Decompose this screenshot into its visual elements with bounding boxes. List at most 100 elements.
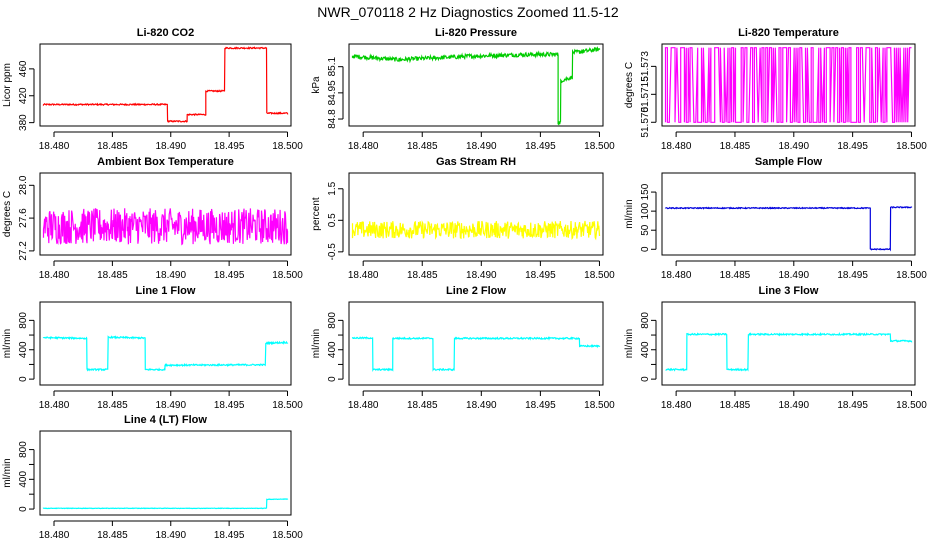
y-tick-label: 0 (18, 376, 29, 382)
panel-title: Line 4 (LT) Flow (124, 414, 207, 426)
panel-p1: Li-820 CO2 18.480 18.485 18.490 18.495 18.500… (2, 27, 303, 152)
y-axis-label: ml/min (2, 329, 13, 358)
y-tick-label: 0.5 (327, 213, 338, 227)
x-tick-label: 18.480 (348, 141, 379, 152)
x-tick-label: 18.490 (778, 400, 809, 411)
y-axis-label: kPa (311, 76, 322, 94)
x-tick-label: 18.480 (348, 270, 379, 281)
series-line (351, 220, 601, 241)
x-tick-label: 18.485 (407, 141, 438, 152)
y-tick-label: 400 (18, 471, 29, 488)
series-line (42, 498, 289, 510)
y-axis-label: ml/min (624, 329, 635, 358)
x-tick-label: 18.490 (778, 270, 809, 281)
x-tick-label: 18.485 (97, 530, 128, 540)
x-tick-label: 18.495 (214, 270, 245, 281)
x-tick-label: 18.490 (155, 400, 186, 411)
panel-p4: Ambient Box Temperature 18.480 18.485 18.49… (2, 156, 303, 281)
panel-p9: Line 3 Flow 18.480 18.485 18.490 18.495 18.50… (624, 285, 927, 411)
x-tick-label: 18.500 (896, 400, 927, 411)
x-tick-label: 18.495 (214, 530, 245, 540)
y-tick-label: 0 (327, 376, 338, 382)
y-tick-label: 84.95 (327, 80, 338, 105)
x-tick-label: 18.500 (584, 270, 615, 281)
x-tick-label: 18.480 (39, 270, 70, 281)
y-tick-label: 400 (327, 341, 338, 358)
x-tick-label: 18.485 (720, 141, 751, 152)
x-tick-label: 18.480 (39, 400, 70, 411)
y-axis-label: degrees C (2, 191, 13, 237)
x-tick-label: 18.495 (525, 141, 556, 152)
panel-p10: Line 4 (LT) Flow 18.480 18.485 18.490 18.495… (2, 414, 303, 540)
y-axis-label: percent (311, 197, 322, 231)
x-tick-label: 18.490 (466, 270, 497, 281)
x-tick-label: 18.485 (97, 400, 128, 411)
x-tick-label: 18.495 (837, 141, 868, 152)
x-tick-label: 18.490 (155, 141, 186, 152)
panel-title: Li-820 CO2 (137, 27, 194, 39)
plot-frame (348, 43, 604, 127)
x-tick-label: 18.480 (348, 400, 379, 411)
x-tick-label: 18.495 (837, 400, 868, 411)
panel-p3: Li-820 Temperature 18.480 18.485 18.490 18.4… (624, 27, 927, 152)
x-tick-label: 18.495 (214, 141, 245, 152)
plot-frame (661, 172, 916, 256)
panel-p7: Line 1 Flow 18.480 18.485 18.490 18.495 18.50… (2, 285, 303, 411)
y-tick-label: 28.0 (18, 175, 29, 195)
x-tick-label: 18.490 (466, 141, 497, 152)
y-axis-label: ml/min (311, 329, 322, 358)
x-tick-label: 18.490 (466, 400, 497, 411)
panel-title: Line 1 Flow (136, 285, 196, 297)
y-tick-label: 84.8 (327, 109, 338, 129)
x-tick-label: 18.495 (214, 400, 245, 411)
y-axis-label: ml/min (624, 199, 635, 228)
panel-title: Sample Flow (755, 156, 823, 168)
x-tick-label: 18.500 (896, 270, 927, 281)
x-tick-label: 18.500 (896, 141, 927, 152)
y-tick-label: 51.5715 (640, 76, 651, 113)
y-tick-label: 0 (640, 246, 651, 252)
panel-p8: Line 2 Flow 18.480 18.485 18.490 18.495 18.50… (311, 285, 615, 411)
y-tick-label: 400 (18, 341, 29, 358)
x-tick-label: 18.500 (584, 141, 615, 152)
series-line (664, 206, 913, 252)
plot-frame (39, 172, 292, 256)
panel-title: Gas Stream RH (436, 156, 516, 168)
x-tick-label: 18.485 (97, 141, 128, 152)
x-tick-label: 18.480 (661, 141, 692, 152)
y-tick-label: 150 (640, 183, 651, 200)
series-line (42, 208, 289, 246)
x-tick-label: 18.500 (272, 400, 303, 411)
x-tick-label: 18.490 (155, 530, 186, 540)
x-tick-label: 18.500 (272, 270, 303, 281)
y-tick-label: 27.2 (18, 241, 29, 261)
y-tick-label: -0.5 (327, 243, 338, 261)
series-line (665, 332, 913, 372)
series-line (42, 46, 289, 124)
y-tick-label: 51.570 (640, 107, 651, 138)
y-axis-label: degrees C (624, 62, 635, 108)
series-line (351, 46, 601, 126)
x-tick-label: 18.485 (720, 400, 751, 411)
plot-frame (661, 43, 916, 127)
series-line (664, 47, 912, 123)
y-tick-label: 0 (18, 506, 29, 512)
plot-frame (348, 301, 604, 386)
panel-p5: Gas Stream RH 18.480 18.485 18.490 18.495 18.… (311, 156, 615, 281)
panel-p6: Sample Flow 18.480 18.485 18.490 18.495 18.50… (624, 156, 927, 281)
y-tick-label: 800 (327, 312, 338, 329)
series-line (351, 336, 601, 372)
y-tick-label: 800 (640, 312, 651, 329)
panel-title: Line 3 Flow (759, 285, 819, 297)
x-tick-label: 18.485 (97, 270, 128, 281)
y-tick-label: 51.573 (640, 51, 651, 82)
x-tick-label: 18.500 (272, 530, 303, 540)
panel-title: Ambient Box Temperature (97, 156, 234, 168)
panel-p2: Li-820 Pressure 18.480 18.485 18.490 18.495 1… (311, 27, 615, 152)
x-tick-label: 18.490 (155, 270, 186, 281)
plot-frame (39, 43, 292, 127)
figure-title: NWR_070118 2 Hz Diagnostics Zoomed 11.5-… (317, 4, 619, 20)
plot-frame (348, 172, 604, 256)
plot-frame (39, 430, 292, 516)
